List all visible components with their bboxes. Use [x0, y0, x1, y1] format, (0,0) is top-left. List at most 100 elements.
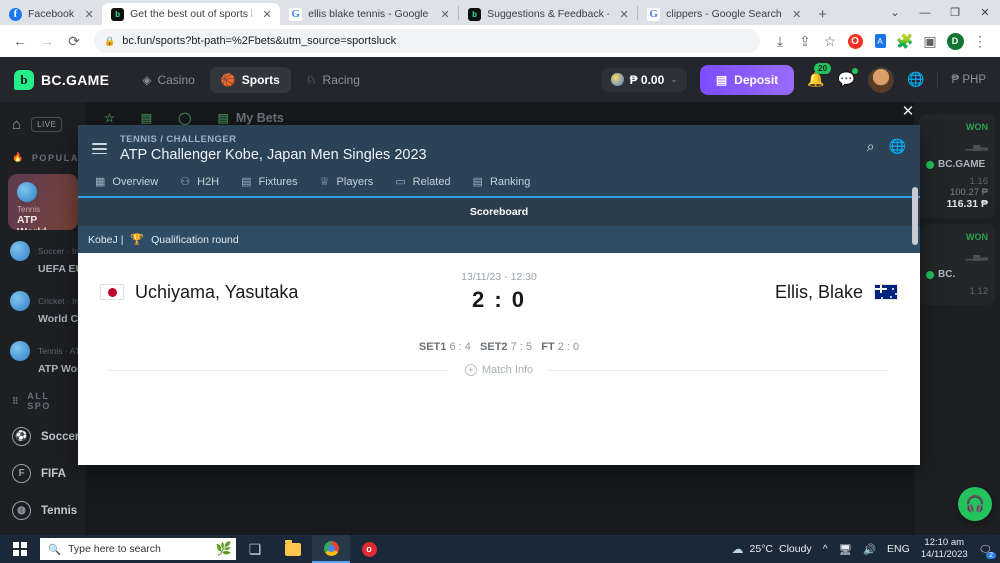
sidebar-item-soccer[interactable]: ⚽ Soccer [0, 418, 86, 455]
betslip-card[interactable]: WON ▁▄▂ BC.GAME 1.16 100.27 ₱ 116.31 ₱ [919, 114, 995, 218]
language-indicator[interactable]: ENG [887, 543, 910, 555]
back-icon[interactable]: ← [13, 33, 27, 49]
sidebar-item-world-cup[interactable]: Cricket · In World Cu [0, 284, 86, 334]
modal-scrollbar[interactable] [912, 187, 918, 245]
tab-close-icon[interactable]: ✕ [262, 8, 272, 21]
blue-extension-icon[interactable]: A [868, 29, 892, 53]
tab-close-icon[interactable]: ✕ [440, 8, 450, 21]
home-player-name: Uchiyama, Yasutaka [135, 282, 299, 302]
new-tab-button[interactable]: + [818, 5, 828, 23]
away-player-name: Ellis, Blake [774, 282, 863, 302]
tab-search-icon[interactable]: ⌄ [890, 7, 900, 19]
away-player[interactable]: Ellis, Blake [598, 281, 898, 303]
browser-tab[interactable]: b Suggestions & Feedback - B ✕ [459, 3, 638, 25]
reload-icon[interactable]: ⟳ [68, 32, 80, 49]
close-icon[interactable]: ✕ [901, 103, 915, 120]
file-explorer-icon[interactable] [274, 535, 312, 563]
globe-icon[interactable]: 🌐 [907, 71, 925, 87]
sidebar-item-atp-world[interactable]: Tennis · AT ATP Wor [0, 334, 86, 384]
browser-tab[interactable]: f Facebook ✕ [0, 3, 103, 25]
tab-overview[interactable]: ▦ Overview [95, 175, 158, 189]
sidebar-item-uefa[interactable]: Soccer · In UEFA EU [0, 234, 86, 284]
tab-ranking[interactable]: ▤ Ranking [473, 175, 531, 189]
wallet-balance[interactable]: ₱ 0.00 ⌄ [601, 67, 687, 92]
search-icon[interactable]: ⌕ [866, 138, 875, 154]
profile-avatar[interactable]: D [943, 29, 967, 53]
browser-tab-active[interactable]: b Get the best out of sports b ✕ [102, 3, 281, 25]
match-info-row[interactable]: + Match Info [78, 353, 920, 376]
tab-related[interactable]: ▭ Related [395, 175, 450, 189]
headset-icon[interactable]: 🎧 [958, 487, 992, 521]
start-button[interactable] [0, 535, 40, 563]
match-detail-modal: TENNIS / CHALLENGER ATP Challenger Kobe,… [78, 125, 920, 465]
tab-h2h[interactable]: ⚇ H2H [180, 175, 219, 189]
task-view-icon[interactable]: ❏ [248, 540, 262, 557]
brand-name: BC.GAME [41, 71, 110, 88]
tab-my-bets[interactable]: ▤ My Bets [218, 111, 284, 125]
volume-icon[interactable]: 🔊 [862, 543, 877, 556]
home-player[interactable]: Uchiyama, Yasutaka [100, 281, 400, 303]
tab-fixtures[interactable]: ▤ Fixtures [241, 175, 298, 189]
forward-icon[interactable]: → [40, 33, 54, 49]
betslip-odds: 1.12 [969, 286, 989, 297]
home-icon[interactable]: ⌂ [12, 116, 22, 133]
betslip-brand: BC. [926, 269, 988, 280]
chrome-menu-icon[interactable]: ⋮ [973, 32, 987, 49]
match-info-label: Match Info [481, 364, 534, 376]
tray-expand-icon[interactable]: ^ [822, 543, 828, 555]
opera-extension-icon[interactable]: O [843, 29, 867, 53]
tab-close-icon[interactable]: ✕ [619, 8, 629, 21]
google-icon: G [289, 7, 303, 21]
main-nav: ◈ Casino 🏀 Sports ♘ Racing [131, 66, 371, 93]
share-icon[interactable]: ⇪ [799, 32, 811, 49]
tab-favorites[interactable]: ☆ [104, 111, 115, 125]
head-to-head-icon: ⚇ [180, 176, 191, 188]
search-input[interactable]: 🔍 Type here to search 🌿 [40, 538, 236, 560]
nav-item-sports[interactable]: 🏀 Sports [209, 66, 291, 93]
site-logo[interactable]: b BC.GAME [14, 69, 110, 90]
side-panel-icon[interactable]: ▣ [923, 32, 937, 49]
item-sup: Tennis [17, 205, 41, 214]
office-icon[interactable]: o [350, 535, 388, 563]
item-title: UEFA EU [38, 263, 84, 275]
nav-label: Sports [241, 72, 280, 87]
browser-tab[interactable]: G clippers - Google Search ✕ [638, 3, 810, 25]
live-badge[interactable]: LIVE [31, 117, 63, 132]
nav-item-racing[interactable]: ♘ Racing [295, 67, 371, 93]
nav-item-casino[interactable]: ◈ Casino [131, 67, 206, 93]
network-icon[interactable]: 🖥 [838, 543, 852, 556]
avatar[interactable] [868, 66, 895, 93]
sidebar-item-fifa[interactable]: F FIFA [0, 455, 86, 492]
tab-players[interactable]: ♕ Players [320, 175, 374, 189]
match-info-inner[interactable]: + Match Info [455, 364, 543, 376]
betslip-card[interactable]: WON ▁▄▂ BC. 1.12 [919, 224, 995, 305]
maximize-button[interactable]: ❐ [950, 7, 960, 19]
sidebar-item-tennis[interactable]: ◍ Tennis [0, 492, 86, 529]
tab-betslip-1[interactable]: ▤ [141, 111, 152, 125]
notifications-icon[interactable]: 🗨 2 [979, 543, 996, 559]
chrome-icon[interactable] [312, 535, 350, 563]
extensions-puzzle-icon[interactable]: 🧩 [896, 32, 914, 49]
deposit-button[interactable]: ▤ Deposit [699, 64, 795, 95]
bookmark-star-icon[interactable]: ☆ [823, 32, 837, 49]
tab-circle[interactable]: ◯ [178, 111, 191, 125]
hamburger-icon[interactable] [92, 140, 107, 158]
tab-close-icon[interactable]: ✕ [792, 8, 802, 21]
browser-tab[interactable]: G ellis blake tennis - Google S ✕ [280, 3, 459, 25]
tab-title: Facebook [28, 8, 75, 20]
sport-label: Soccer [41, 430, 80, 443]
bell-icon[interactable]: 🔔 20 [807, 63, 832, 88]
close-window-button[interactable]: ✕ [980, 7, 990, 19]
install-icon[interactable]: ⤓ [776, 32, 784, 49]
address-bar[interactable]: 🔒 bc.fun/sports?bt-path=%2Fbets&utm_sour… [94, 29, 760, 53]
minimize-button[interactable]: — [919, 6, 931, 19]
globe-settings-icon[interactable]: 🌐 [888, 138, 906, 154]
tab-close-icon[interactable]: ✕ [84, 8, 94, 21]
weather-widget[interactable]: ☁ 25°C Cloudy [732, 542, 812, 556]
clock[interactable]: 12:10 am 14/11/2023 [921, 537, 968, 561]
chat-icon[interactable]: 💬 [838, 68, 859, 88]
currency-selector[interactable]: ₱ PHP [951, 73, 986, 86]
fifa-icon: F [12, 464, 31, 483]
sidebar-item-atp-world-tour-finals[interactable]: Tennis ATP World Tour Finals [8, 174, 78, 230]
